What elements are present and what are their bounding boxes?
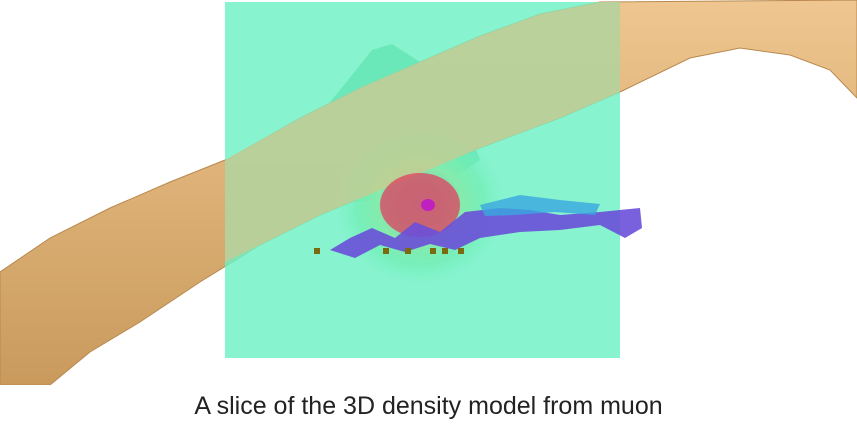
rendering — [0, 0, 857, 385]
detector — [430, 248, 436, 254]
isosurface — [330, 208, 642, 258]
detector — [442, 248, 448, 254]
density-peak — [421, 199, 435, 211]
detector — [314, 248, 320, 254]
detector-points — [314, 248, 464, 254]
detector — [458, 248, 464, 254]
detector — [405, 248, 411, 254]
terrain-front — [225, 2, 620, 262]
detector — [383, 248, 389, 254]
density-core — [380, 173, 460, 237]
isosurface — [480, 195, 600, 216]
caption: A slice of the 3D density model from muo… — [194, 392, 663, 420]
